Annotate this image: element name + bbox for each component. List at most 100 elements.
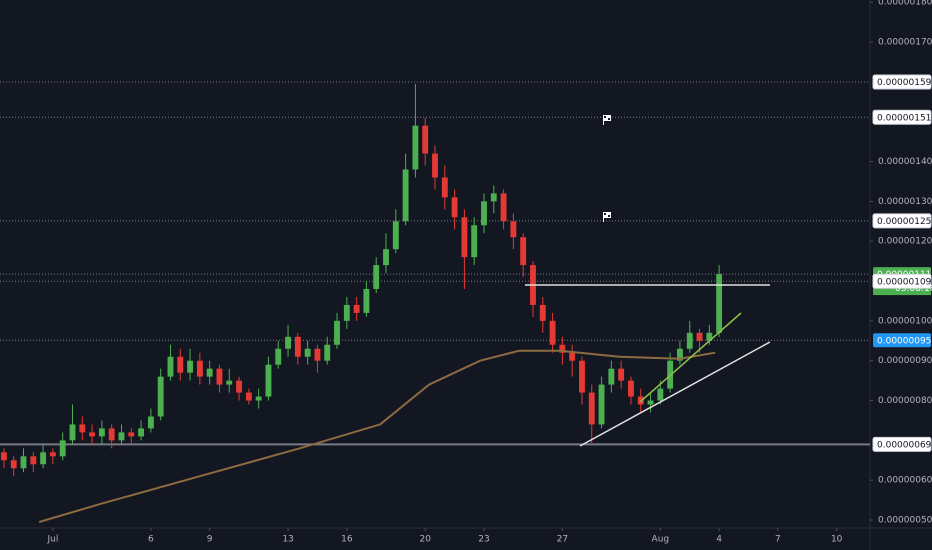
candle-body [500, 193, 507, 222]
candle-body [422, 125, 429, 154]
candle-body [353, 304, 360, 313]
drawings [525, 115, 771, 447]
candle-body [588, 392, 595, 425]
candle-body [549, 320, 556, 345]
y-tick-label: 0.0000013000 [878, 197, 932, 207]
candle-body [569, 352, 576, 361]
candle-body [20, 456, 27, 469]
x-tick-label: 7 [775, 535, 781, 545]
candle-body [196, 360, 203, 377]
candle-body [539, 304, 546, 321]
candle-body [216, 368, 223, 385]
candle-body [128, 432, 135, 437]
flag-icon[interactable] [603, 115, 611, 125]
price-tag [872, 74, 932, 90]
candle-body [402, 169, 409, 222]
trend-line[interactable] [639, 312, 742, 403]
x-tick-label: 13 [282, 535, 293, 545]
candle-body [206, 368, 213, 377]
x-tick-label: 10 [831, 535, 843, 545]
candle-body [118, 432, 125, 441]
candle-body [579, 360, 585, 393]
x-tick-label: 6 [148, 535, 154, 545]
candle-body [324, 344, 331, 361]
candle-body [618, 368, 625, 381]
x-tick-label: 16 [341, 535, 353, 545]
price-tag [872, 273, 932, 289]
candle-body [686, 332, 693, 349]
candle-body [10, 460, 17, 469]
candle-body [285, 336, 291, 349]
candle-body [657, 388, 664, 401]
candle-body [451, 197, 458, 218]
flag-icon[interactable] [603, 212, 611, 222]
x-tick-label: Aug [652, 535, 670, 545]
candle-body [392, 221, 399, 250]
candle-body [245, 392, 252, 401]
candle-body [147, 416, 154, 429]
candle-body [177, 356, 184, 373]
candle-body [314, 348, 321, 361]
candle-body [598, 384, 605, 425]
candle-body [412, 125, 419, 170]
candle-body [363, 288, 370, 313]
candle-body [441, 177, 448, 198]
candle-body [79, 424, 86, 433]
moving-average [38, 349, 716, 523]
candle-body [0, 452, 7, 461]
y-tick-label: 0.0000010000 [878, 316, 932, 326]
price-tag-label: 0.0000015995 [877, 78, 932, 88]
y-tick-label: 0.0000014000 [878, 157, 932, 167]
price-tag-label: 0.0000009512 [877, 336, 932, 346]
candle-body [706, 332, 713, 341]
candle-body [432, 153, 438, 178]
y-tick-label: 0.0000005000 [878, 516, 932, 526]
candle-body [628, 380, 634, 397]
trend-line[interactable] [579, 341, 771, 447]
x-tick-label: 20 [419, 535, 431, 545]
candle-body [471, 225, 478, 258]
candle-body [40, 452, 47, 465]
y-tick-label: 0.0000012000 [878, 237, 932, 247]
candle-body [608, 368, 615, 385]
x-tick-label: Jul [46, 535, 58, 545]
x-tick-label: 9 [207, 535, 213, 545]
price-tag-label: 0.0000015111 [877, 113, 932, 123]
y-tick-label: 0.0000008000 [878, 396, 932, 406]
price-lines [0, 81, 870, 446]
candle-body [98, 428, 105, 437]
candle-body [187, 360, 194, 373]
price-tag [873, 333, 931, 348]
price-tag-label: 0.0000012510 [877, 217, 932, 227]
y-tick-label: 0.0000006000 [878, 476, 932, 486]
candle-body [236, 380, 242, 393]
candle-body [510, 221, 517, 238]
candle-body [373, 265, 380, 289]
candle-body [490, 193, 497, 202]
candle-body [696, 332, 703, 341]
x-tick-label: 23 [478, 535, 489, 545]
candle-body [275, 348, 282, 365]
candle-body [676, 348, 683, 361]
candle-body [226, 380, 233, 385]
candle-body [30, 456, 37, 465]
candle-body [481, 201, 487, 226]
candle-body [265, 364, 272, 397]
candle-body [89, 432, 96, 437]
price-tag [872, 109, 932, 125]
candle-body [304, 348, 311, 357]
candle-body [59, 440, 66, 457]
candle-body [383, 249, 389, 266]
candle-body [294, 336, 301, 357]
price-tag [872, 213, 932, 229]
y-tick-label: 0.0000018000 [878, 0, 932, 8]
candle-body [255, 396, 262, 401]
y-tick-label: 0.0000009000 [878, 356, 932, 366]
candle-body [157, 376, 164, 417]
x-tick-label: 27 [557, 535, 568, 545]
candle-body [647, 400, 654, 405]
price-tag-label: 0.0000010994 [877, 277, 932, 287]
